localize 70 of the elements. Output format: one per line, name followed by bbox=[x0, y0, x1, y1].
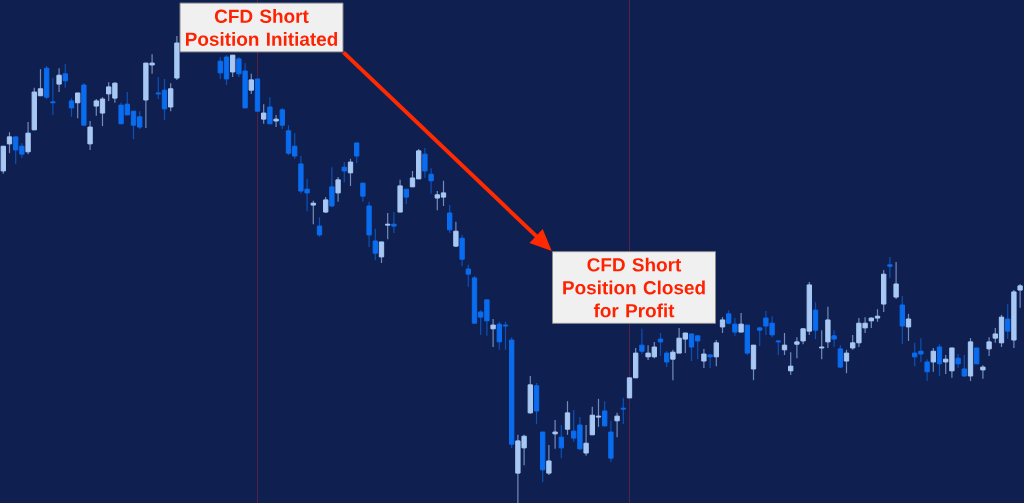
candlestick bbox=[310, 200, 316, 225]
candlestick bbox=[899, 295, 905, 345]
candlestick bbox=[335, 176, 341, 203]
candlestick bbox=[378, 241, 385, 264]
candlestick bbox=[750, 344, 757, 381]
candlestick bbox=[986, 336, 992, 357]
candlestick bbox=[62, 63, 68, 89]
candlestick bbox=[812, 301, 819, 340]
candlestick bbox=[924, 358, 930, 382]
candlestick bbox=[738, 312, 744, 333]
candlestick bbox=[819, 329, 825, 360]
candlestick bbox=[831, 329, 837, 348]
candlestick bbox=[788, 351, 794, 376]
candlestick bbox=[75, 92, 81, 119]
annotation: CFD Short Position Initiated bbox=[186, 9, 338, 46]
candlestick bbox=[657, 332, 664, 357]
candlestick bbox=[552, 419, 558, 450]
candlestick bbox=[447, 204, 453, 234]
candlestick bbox=[713, 339, 719, 367]
annotation: CFD Short Position Closed for Profit bbox=[563, 257, 705, 318]
candlestick bbox=[87, 120, 93, 151]
candlestick bbox=[168, 82, 174, 112]
candlestick bbox=[558, 424, 564, 459]
candlestick bbox=[385, 212, 391, 240]
candlestick bbox=[546, 444, 552, 476]
candlestick bbox=[583, 424, 589, 457]
candlestick bbox=[602, 400, 608, 427]
candlestick bbox=[459, 234, 465, 267]
candlestick bbox=[905, 313, 912, 342]
candlestick bbox=[428, 167, 434, 195]
candlestick bbox=[707, 353, 713, 369]
candlestick bbox=[56, 67, 62, 93]
candlestick bbox=[347, 158, 354, 187]
candlestick bbox=[50, 77, 56, 116]
candlestick bbox=[465, 264, 471, 288]
candlestick bbox=[893, 261, 899, 300]
candlestick bbox=[6, 131, 13, 154]
candlestick bbox=[360, 182, 366, 203]
candlestick bbox=[564, 400, 571, 436]
candlestick bbox=[68, 97, 75, 118]
candlestick bbox=[930, 347, 936, 373]
candlestick bbox=[843, 349, 850, 374]
candlestick bbox=[453, 221, 459, 248]
candlestick bbox=[1005, 303, 1011, 340]
candlestick bbox=[261, 103, 267, 125]
candlestick bbox=[354, 142, 360, 164]
candlestick bbox=[955, 353, 961, 369]
candlestick bbox=[1017, 283, 1023, 309]
candlestick bbox=[936, 343, 943, 377]
candlestick bbox=[701, 348, 707, 369]
candlestick bbox=[267, 96, 273, 125]
candlestick bbox=[490, 318, 496, 348]
candlestick bbox=[887, 256, 893, 279]
candlestick bbox=[329, 166, 335, 208]
candlestick bbox=[273, 114, 279, 128]
candlestick bbox=[639, 328, 645, 355]
candlestick bbox=[614, 412, 620, 438]
candlestick bbox=[279, 107, 285, 130]
candlestick bbox=[372, 228, 378, 261]
candlestick bbox=[316, 216, 323, 238]
candlestick bbox=[961, 354, 967, 378]
candlestick bbox=[25, 121, 31, 155]
candlestick bbox=[980, 364, 986, 380]
candlestick bbox=[422, 147, 428, 179]
candlestick bbox=[248, 73, 254, 95]
candlestick bbox=[341, 161, 347, 183]
candlestick bbox=[825, 306, 831, 349]
candlestick bbox=[620, 397, 626, 425]
candlestick bbox=[230, 54, 236, 78]
candlestick bbox=[391, 211, 397, 234]
